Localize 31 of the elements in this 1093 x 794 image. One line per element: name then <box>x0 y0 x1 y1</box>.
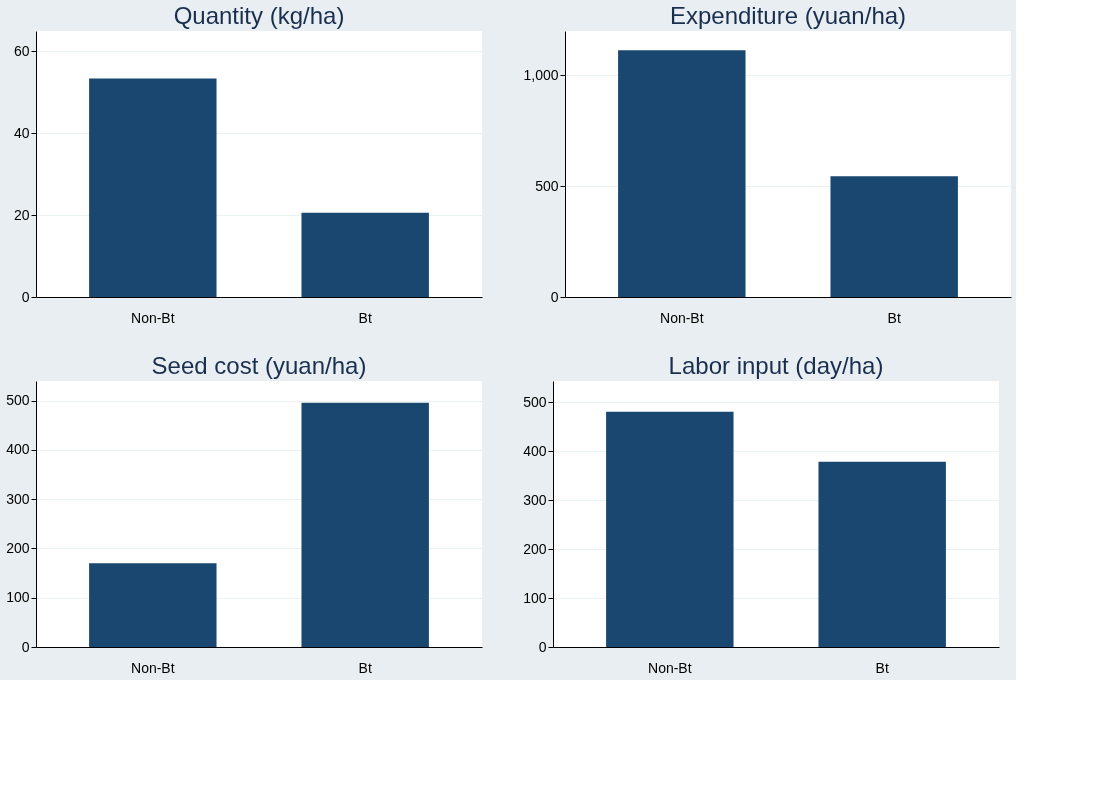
y-tick-label: 0 <box>550 288 559 305</box>
y-tick-label: 400 <box>6 441 30 458</box>
x-tick-label: Non-Bt <box>131 309 175 326</box>
y-tick-label: 0 <box>21 638 30 655</box>
x-tick-label: Bt <box>358 659 372 676</box>
y-tick-label: 500 <box>6 392 30 409</box>
y-tick-label: 100 <box>6 589 30 606</box>
chart-title: Expenditure (yuan/ha) <box>669 2 907 29</box>
y-tick-label: 300 <box>6 490 30 507</box>
chart-title: Quantity (kg/ha) <box>173 2 345 29</box>
y-tick-label: 40 <box>13 124 30 141</box>
y-tick-label: 20 <box>13 206 30 223</box>
y-tick-label: 100 <box>523 589 547 606</box>
x-tick-label: Non-Bt <box>131 659 175 676</box>
x-tick-label: Bt <box>875 659 889 676</box>
y-tick-label: 200 <box>523 540 547 557</box>
chart-title: Labor input (day/ha) <box>668 352 884 379</box>
y-tick-label: 200 <box>6 539 30 556</box>
y-tick-label: 1,000 <box>523 66 559 83</box>
y-tick-label: 0 <box>538 638 547 655</box>
y-tick-label: 300 <box>523 491 547 508</box>
y-tick-label: 500 <box>523 393 547 410</box>
y-tick-label: 400 <box>523 442 547 459</box>
y-tick-label: 60 <box>13 42 30 59</box>
y-tick-label: 0 <box>21 288 30 305</box>
x-tick-label: Bt <box>887 309 901 326</box>
x-tick-label: Non-Bt <box>648 659 692 676</box>
x-tick-label: Bt <box>358 309 372 326</box>
y-tick-label: 500 <box>535 177 559 194</box>
chart-title: Seed cost (yuan/ha) <box>151 352 367 379</box>
x-tick-label: Non-Bt <box>660 309 704 326</box>
